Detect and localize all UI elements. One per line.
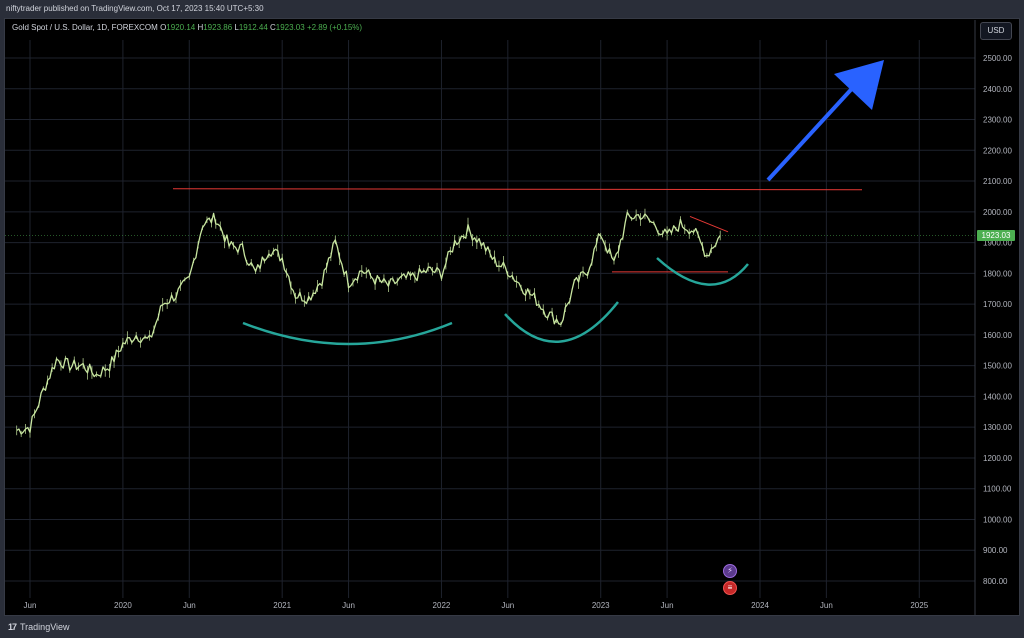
us-flag-icon[interactable]: ≡ [723, 581, 737, 595]
lightning-icon[interactable]: ⚡ [723, 564, 737, 578]
y-tick-label: 1200.00 [983, 454, 1012, 463]
x-tick-label: Jun [183, 601, 196, 610]
base-curve-2 [504, 301, 619, 344]
y-tick-label: 1300.00 [983, 423, 1012, 432]
close-value: 1923.03 [275, 23, 305, 32]
x-tick-label: 2024 [751, 601, 769, 610]
low-label: L [234, 23, 239, 32]
low-value: 1912.44 [238, 23, 268, 32]
x-tick-label: 2020 [114, 601, 132, 610]
base-curve-3 [656, 257, 749, 286]
y-tick-label: 1900.00 [983, 239, 1012, 248]
symbol-label: Gold Spot / U.S. Dollar, 1D, FOREXCOM [12, 23, 158, 32]
falling-trendline [689, 215, 729, 233]
y-tick-label: 1100.00 [983, 485, 1012, 494]
price-series [16, 211, 721, 435]
x-tick-label: 2021 [273, 601, 291, 610]
tradingview-logo[interactable]: 17 TradingView [8, 622, 70, 632]
y-tick-label: 1000.00 [983, 515, 1012, 524]
change-value: +2.89 (+0.15%) [306, 23, 363, 32]
y-tick-label: 1500.00 [983, 362, 1012, 371]
y-tick-label: 2300.00 [983, 116, 1012, 125]
high-label: H [197, 23, 204, 32]
publisher-text: niftytrader published on TradingView.com… [6, 4, 264, 13]
y-tick-label: 2400.00 [983, 85, 1012, 94]
y-tick-label: 1600.00 [983, 331, 1012, 340]
last-price-tag: 1923.03 [977, 230, 1015, 241]
open-value: 1920.14 [166, 23, 196, 32]
high-value: 1923.86 [203, 23, 233, 32]
ohlc-legend: Gold Spot / U.S. Dollar, 1D, FOREXCOM O1… [12, 23, 362, 32]
base-curve-1 [242, 321, 453, 346]
breakout-arrow-head [834, 60, 884, 110]
publisher-bar: niftytrader published on TradingView.com… [0, 0, 1024, 18]
x-tick-label: Jun [342, 601, 355, 610]
y-tick-label: 2500.00 [983, 54, 1012, 63]
open-label: O [160, 23, 167, 32]
x-tick-label: Jun [820, 601, 833, 610]
y-tick-label: 2200.00 [983, 146, 1012, 155]
y-tick-label: 1800.00 [983, 269, 1012, 278]
y-tick-label: 1700.00 [983, 300, 1012, 309]
tradingview-brand: TradingView [20, 622, 70, 632]
y-tick-label: 2000.00 [983, 208, 1012, 217]
breakout-arrow-shaft [766, 80, 860, 182]
x-tick-label: 2023 [592, 601, 610, 610]
y-tick-label: 1400.00 [983, 392, 1012, 401]
x-tick-label: 2025 [910, 601, 928, 610]
bottom-bar: 17 TradingView [0, 616, 1024, 638]
close-label: C [270, 23, 276, 32]
x-tick-label: Jun [501, 601, 514, 610]
x-tick-label: Jun [661, 601, 674, 610]
tradingview-mark-icon: 17 [8, 622, 17, 632]
y-tick-label: 900.00 [983, 546, 1008, 555]
x-tick-label: Jun [24, 601, 37, 610]
y-tick-label: 2100.00 [983, 177, 1012, 186]
x-tick-label: 2022 [433, 601, 451, 610]
currency-button[interactable]: USD [980, 22, 1012, 40]
y-tick-label: 800.00 [983, 577, 1008, 586]
resistance-line [172, 188, 863, 191]
chart-frame [4, 18, 1020, 616]
